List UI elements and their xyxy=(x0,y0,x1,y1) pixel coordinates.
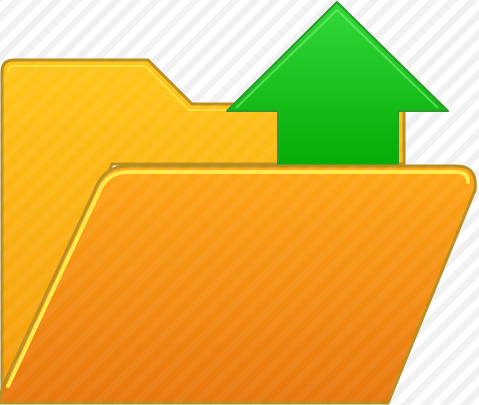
folder-front xyxy=(0,164,477,405)
